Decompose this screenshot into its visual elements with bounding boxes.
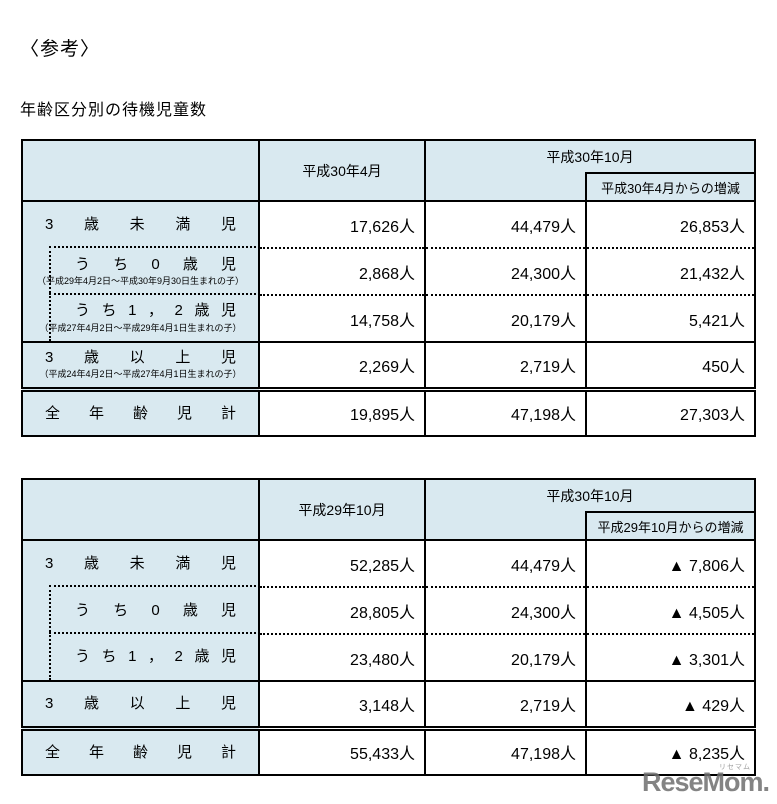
table-row: うち0歳児 （平成29年4月2日～平成30年9月30日生まれの子） 2,868人… [22, 246, 755, 297]
value-cell: 2,719人 [425, 341, 587, 389]
corner-cell [22, 140, 260, 202]
row-label-total: 全年齢児計 [22, 725, 260, 775]
table-oct2017-vs-oct2018: 平成29年10月 平成30年10月 平成29年10月からの増減 3歳未満児 52… [21, 478, 756, 776]
page-title: 年齢区分別の待機児童数 [20, 102, 208, 119]
value-cell: 47,198人 [425, 386, 587, 436]
table-2-header: 平成29年10月 平成30年10月 平成29年10月からの増減 [22, 479, 755, 541]
value-cell: 20,179人 [425, 633, 587, 681]
value-cell: ▲ 3,301人 [586, 633, 755, 681]
row-label-age0: うち0歳児 [22, 585, 260, 636]
birthdate-note: （平成24年4月2日～平成27年4月1日生まれの子） [39, 369, 242, 380]
value-cell: ▲ 7,806人 [586, 540, 755, 587]
row-label-age1-2: うち1，2歳児 （平成27年4月2日～平成29年4月1日生まれの子） [22, 293, 260, 342]
header-subcol-change-from-oct2017: 平成29年10月からの増減 [585, 511, 755, 541]
value-cell: 3,148人 [259, 680, 426, 728]
reference-note: 〈参考〉 [20, 39, 101, 60]
row-label-total: 全年齢児計 [22, 386, 260, 436]
header-empty-subcell [425, 173, 586, 202]
value-cell: 27,303人 [586, 386, 755, 436]
table-row: うち1，2歳児 （平成27年4月2日～平成29年4月1日生まれの子） 14,75… [22, 293, 755, 342]
value-cell: 28,805人 [259, 586, 426, 634]
value-cell: 14,758人 [259, 294, 426, 342]
value-cell: 26,853人 [586, 201, 755, 248]
header-subcol-change-from-apr: 平成30年4月からの増減 [585, 172, 755, 202]
resemom-logo-text: ReseMom. [641, 767, 770, 797]
header-col-apr2018: 平成30年4月 [259, 140, 426, 202]
row-label-3plus: 3歳以上児 [22, 680, 260, 728]
table-apr-vs-oct-2018: 平成30年4月 平成30年10月 平成30年4月からの増減 3歳未満児 17,6… [21, 139, 756, 437]
value-cell: 20,179人 [425, 294, 587, 342]
header-col-oct2017: 平成29年10月 [259, 479, 426, 541]
value-cell: 21,432人 [586, 247, 755, 295]
value-cell: ▲ 429人 [586, 680, 755, 728]
header-col-oct2018: 平成30年10月 [425, 140, 755, 173]
resemom-logo: リセマム ReseMom. [641, 764, 770, 798]
table-row: うち0歳児 28,805人 24,300人 ▲ 4,505人 [22, 585, 755, 636]
data-table-2: 平成29年10月 平成30年10月 平成29年10月からの増減 3歳未満児 52… [21, 478, 756, 776]
value-cell: 24,300人 [425, 586, 587, 634]
value-cell: 23,480人 [259, 633, 426, 681]
data-table-1: 平成30年4月 平成30年10月 平成30年4月からの増減 3歳未満児 17,6… [21, 139, 756, 437]
value-cell: 2,719人 [425, 680, 587, 728]
value-cell: 19,895人 [259, 386, 426, 436]
value-cell: 2,868人 [259, 247, 426, 295]
value-cell: 52,285人 [259, 540, 426, 587]
birthdate-note: （平成29年4月2日～平成30年9月30日生まれの子） [36, 276, 245, 287]
table-row: うち1，2歳児 23,480人 20,179人 ▲ 3,301人 [22, 632, 755, 681]
table-total-row: 全年齢児計 19,895人 47,198人 27,303人 [22, 386, 755, 436]
header-col-oct2018: 平成30年10月 [425, 479, 755, 512]
resemom-logo-ruby: リセマム [719, 764, 751, 771]
row-label-age0: うち0歳児 （平成29年4月2日～平成30年9月30日生まれの子） [22, 246, 260, 297]
table-row: 3歳以上児 （平成24年4月2日～平成27年4月1日生まれの子） 2,269人 … [22, 341, 755, 389]
table-row: 3歳未満児 52,285人 44,479人 ▲ 7,806人 [22, 540, 755, 587]
row-label-3plus: 3歳以上児 （平成24年4月2日～平成27年4月1日生まれの子） [22, 341, 260, 389]
value-cell: 5,421人 [586, 294, 755, 342]
table-row: 3歳以上児 3,148人 2,719人 ▲ 429人 [22, 680, 755, 728]
value-cell: ▲ 4,505人 [586, 586, 755, 634]
value-cell: 47,198人 [425, 725, 587, 775]
row-label-age1-2: うち1，2歳児 [22, 632, 260, 681]
row-label-under3: 3歳未満児 [22, 540, 260, 587]
corner-cell [22, 479, 260, 541]
value-cell: 24,300人 [425, 247, 587, 295]
table-row: 3歳未満児 17,626人 44,479人 26,853人 [22, 201, 755, 248]
header-empty-subcell [425, 512, 586, 541]
birthdate-note: （平成27年4月2日～平成29年4月1日生まれの子） [39, 322, 242, 333]
table-total-row: 全年齢児計 55,433人 47,198人 ▲ 8,235人 [22, 725, 755, 775]
value-cell: ▲ 8,235人 [586, 725, 755, 775]
value-cell: 44,479人 [425, 201, 587, 248]
row-label-under3: 3歳未満児 [22, 201, 260, 248]
value-cell: 2,269人 [259, 341, 426, 389]
value-cell: 44,479人 [425, 540, 587, 587]
value-cell: 17,626人 [259, 201, 426, 248]
value-cell: 55,433人 [259, 725, 426, 775]
table-1-header: 平成30年4月 平成30年10月 平成30年4月からの増減 [22, 140, 755, 202]
value-cell: 450人 [586, 341, 755, 389]
